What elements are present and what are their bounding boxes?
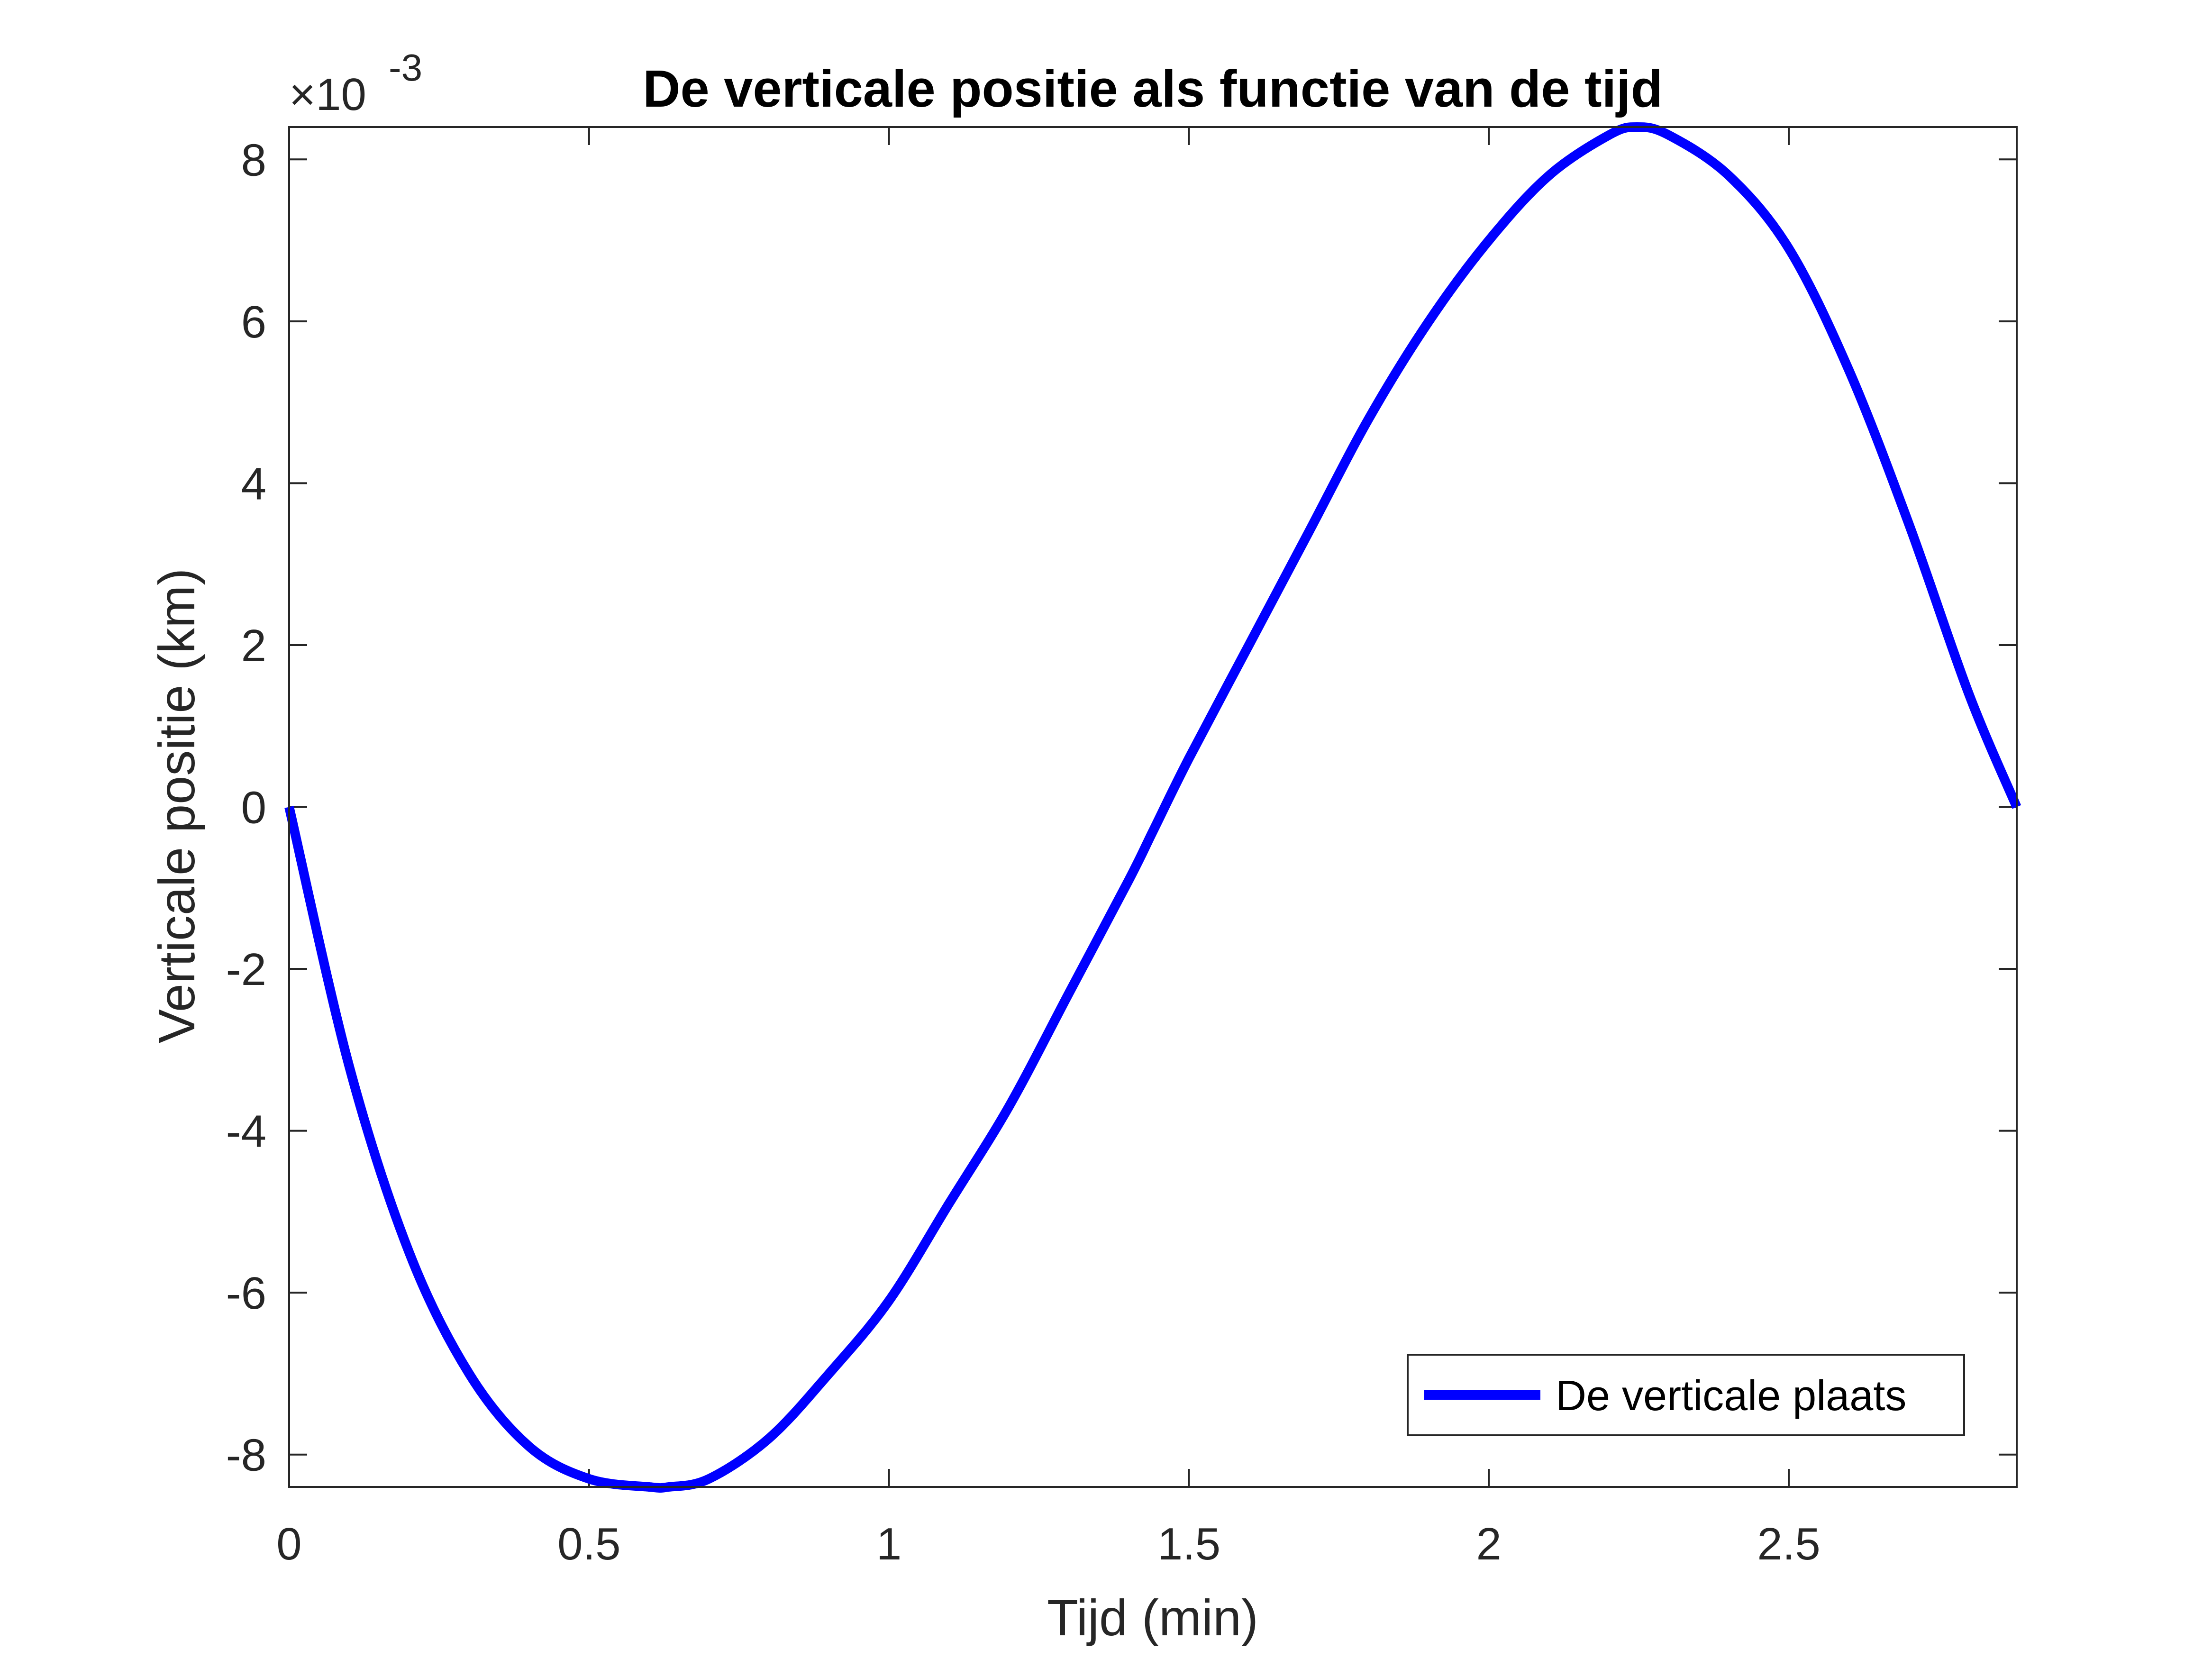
- y-tick-label: -6: [226, 1268, 266, 1319]
- y-tick-label: -8: [226, 1430, 266, 1481]
- x-tick-label: 1: [876, 1519, 901, 1569]
- x-tick-label: 0: [276, 1519, 301, 1569]
- x-tick-label: 0.5: [557, 1519, 620, 1569]
- y-exponent-power: -3: [389, 46, 422, 89]
- legend: De verticale plaats: [1407, 1354, 1965, 1436]
- y-tick-label: -4: [226, 1106, 266, 1157]
- y-exponent-label: ×10 -3: [289, 46, 422, 120]
- x-tick-label: 1.5: [1157, 1519, 1220, 1569]
- y-axis-label: Verticale positie (km): [148, 568, 205, 1043]
- axes-box: [288, 126, 2018, 1488]
- tick-marks: [288, 127, 2017, 1487]
- series-line-vertical-position: [284, 122, 2021, 1493]
- legend-label: De verticale plaats: [1556, 1372, 1906, 1420]
- x-tick-label: 2: [1476, 1519, 1502, 1569]
- y-tick-label: 6: [241, 297, 266, 347]
- x-tick-label: 2.5: [1757, 1519, 1820, 1569]
- y-exponent-prefix: ×10: [289, 69, 366, 120]
- y-tick-label: 2: [241, 620, 266, 671]
- y-tick-label: 0: [241, 783, 266, 833]
- y-tick-label: 4: [241, 458, 266, 509]
- y-tick-labels: -8 -6 -4 -2 0 2 4 6 8: [226, 135, 266, 1480]
- x-axis-label: Tijd (min): [1047, 1589, 1258, 1646]
- x-tick-labels: 0 0.5 1 1.5 2 2.5: [276, 1519, 1820, 1569]
- plot-area: [289, 127, 2017, 1487]
- y-tick-label: 8: [241, 135, 266, 185]
- y-tick-label: -2: [226, 944, 266, 995]
- chart-title: De verticale positie als functie van de …: [643, 60, 1663, 118]
